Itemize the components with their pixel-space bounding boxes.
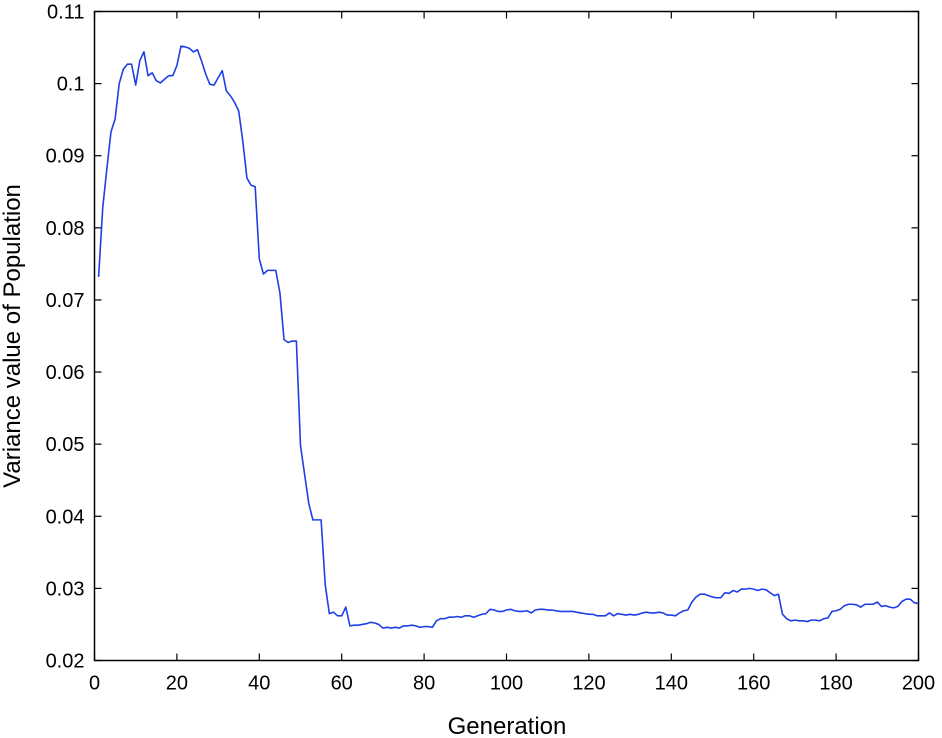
- x-tick-label: 120: [572, 673, 605, 695]
- y-tick-label: 0.1: [57, 74, 85, 96]
- y-tick-label: 0.02: [46, 651, 85, 673]
- x-tick-label: 140: [655, 673, 688, 695]
- y-tick-label: 0.11: [47, 2, 84, 24]
- x-axis-label: Generation: [448, 713, 567, 738]
- y-axis-label: Variance value of Population: [0, 184, 26, 488]
- x-tick-label: 80: [413, 673, 435, 695]
- series-layer: [97, 45, 919, 629]
- ticks-layer: 0 20 40 60 80 100 120 140 160 180 200 0.02 0.03 0.04 0…: [46, 2, 936, 695]
- x-tick-label: 20: [166, 673, 188, 695]
- x-tick-label: 40: [248, 673, 270, 695]
- y-tick-label: 0.04: [46, 506, 85, 528]
- y-tick-label: 0.08: [46, 218, 85, 240]
- x-tick-label: 100: [490, 673, 523, 695]
- x-tick-label: 160: [737, 673, 770, 695]
- y-tick-label: 0.09: [46, 146, 85, 168]
- x-tick-label: 180: [819, 673, 852, 695]
- series-line: [97, 45, 919, 629]
- x-tick-label: 200: [902, 673, 935, 695]
- y-tick-label: 0.06: [46, 362, 85, 384]
- y-tick-label: 0.03: [46, 578, 85, 600]
- y-tick-label: 0.05: [46, 434, 85, 456]
- y-tick-label: 0.07: [46, 290, 85, 312]
- plot-area-frame: [93, 10, 920, 662]
- x-tick-label: 60: [331, 673, 353, 695]
- x-tick-label: 0: [89, 673, 100, 695]
